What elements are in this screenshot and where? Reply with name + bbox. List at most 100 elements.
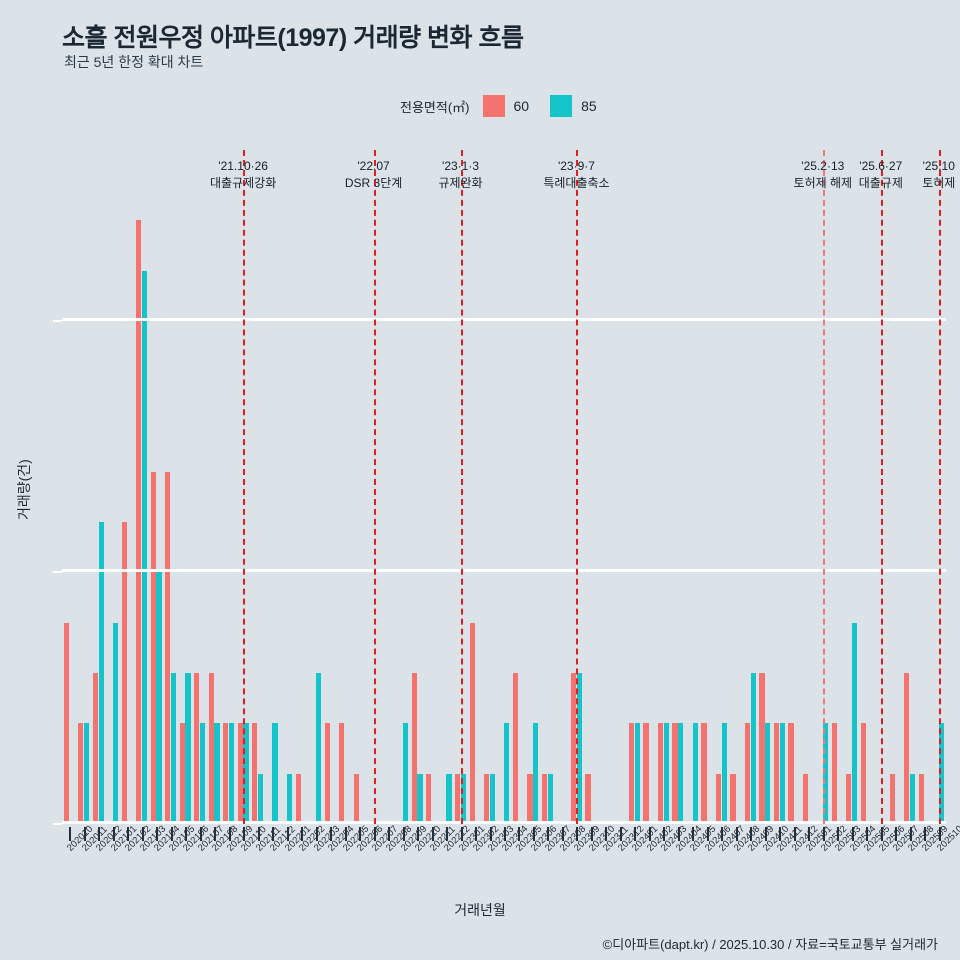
bar-85-202303[interactable] xyxy=(489,773,495,824)
bar-85-202210[interactable] xyxy=(417,773,423,824)
x-tick-202209 xyxy=(402,827,405,841)
gridline-5 xyxy=(62,569,946,573)
bar-85-202103[interactable] xyxy=(142,270,148,824)
bar-85-202301[interactable] xyxy=(460,773,466,824)
bar-85-202212[interactable] xyxy=(446,773,452,824)
x-tick-202411 xyxy=(779,827,782,841)
bar-60-202306[interactable] xyxy=(527,773,533,824)
bar-60-202408[interactable] xyxy=(730,773,736,824)
event-line-4 xyxy=(822,150,825,824)
chart-legend: 전용면적(㎡) 60 85 xyxy=(400,95,609,117)
bar-60-202110[interactable] xyxy=(237,723,243,824)
bar-60-202106[interactable] xyxy=(179,723,185,824)
bar-85-202109[interactable] xyxy=(228,723,235,824)
bar-85-202411[interactable] xyxy=(779,723,785,824)
bar-85-202504[interactable] xyxy=(852,622,858,824)
bar-60-202310[interactable] xyxy=(585,773,591,824)
bar-60-202204[interactable] xyxy=(324,723,330,824)
bar-85-202011[interactable] xyxy=(84,723,90,824)
bar-85-202309[interactable] xyxy=(576,673,582,824)
bar-60-202303[interactable] xyxy=(484,773,490,824)
bar-85-202502[interactable] xyxy=(823,723,829,824)
bar-60-202012[interactable] xyxy=(92,673,98,824)
bar-60-202403[interactable] xyxy=(657,723,664,824)
bar-60-202105[interactable] xyxy=(165,471,171,824)
bar-60-202411[interactable] xyxy=(773,723,780,824)
bar-85-202203[interactable] xyxy=(315,673,322,824)
bar-60-202404[interactable] xyxy=(672,723,678,824)
bar-60-202206[interactable] xyxy=(353,773,359,824)
bar-60-202211[interactable] xyxy=(426,773,432,824)
bar-85-202110[interactable] xyxy=(243,723,249,824)
bar-85-202410[interactable] xyxy=(765,723,771,824)
bar-60-202412[interactable] xyxy=(788,723,794,824)
x-tick-202105 xyxy=(170,827,173,841)
bar-60-202102[interactable] xyxy=(121,522,127,824)
bar-60-202109[interactable] xyxy=(223,723,229,824)
bar-60-202309[interactable] xyxy=(570,673,577,824)
bar-60-202305[interactable] xyxy=(512,673,519,824)
bar-85-202108[interactable] xyxy=(214,723,220,824)
x-tick-202012 xyxy=(98,827,101,841)
x-tick-202503 xyxy=(837,827,840,841)
plot-area xyxy=(62,150,946,824)
bar-85-202306[interactable] xyxy=(533,723,539,824)
event-line-5 xyxy=(880,150,883,824)
bar-60-202410[interactable] xyxy=(759,673,765,824)
bar-85-202209[interactable] xyxy=(402,723,409,824)
x-tick-202205 xyxy=(344,827,347,841)
bar-60-202406[interactable] xyxy=(701,723,707,824)
bar-85-202106[interactable] xyxy=(185,673,191,824)
bar-60-202010[interactable] xyxy=(63,622,69,824)
bar-60-202210[interactable] xyxy=(411,673,417,824)
bar-85-202405[interactable] xyxy=(692,723,698,824)
x-tick-202112 xyxy=(272,827,275,841)
bar-60-202401[interactable] xyxy=(628,723,635,824)
bar-60-202507[interactable] xyxy=(889,773,895,824)
bar-60-202503[interactable] xyxy=(831,723,837,824)
bar-60-202111[interactable] xyxy=(252,723,258,824)
bar-60-202504[interactable] xyxy=(846,773,852,824)
bar-60-202108[interactable] xyxy=(208,673,214,824)
bar-85-202112[interactable] xyxy=(272,723,278,824)
bar-60-202409[interactable] xyxy=(744,723,751,824)
bar-60-202505[interactable] xyxy=(860,723,866,824)
x-tick-202309 xyxy=(576,827,579,841)
bar-85-202407[interactable] xyxy=(721,723,727,824)
bar-60-202104[interactable] xyxy=(150,471,156,824)
y-axis-title: 거래량(건) xyxy=(16,459,32,520)
x-tick-202406 xyxy=(706,827,709,841)
event-date-4: '25.2·13 xyxy=(801,159,845,173)
x-axis-title: 거래년월 xyxy=(454,902,506,918)
bar-60-202402[interactable] xyxy=(643,723,649,824)
bar-85-202401[interactable] xyxy=(634,723,640,824)
bar-60-202107[interactable] xyxy=(194,673,200,824)
bar-60-202301[interactable] xyxy=(455,773,461,824)
bar-60-202508[interactable] xyxy=(904,673,910,824)
bar-85-202201[interactable] xyxy=(286,773,293,824)
bar-60-202202[interactable] xyxy=(295,773,301,824)
bar-60-202307[interactable] xyxy=(541,773,548,824)
bar-85-202104[interactable] xyxy=(156,572,162,824)
bar-60-202103[interactable] xyxy=(136,220,142,824)
x-tick-202109 xyxy=(228,827,231,841)
bar-85-202508[interactable] xyxy=(910,773,916,824)
bar-60-202407[interactable] xyxy=(715,773,722,824)
bar-85-202409[interactable] xyxy=(750,673,756,824)
bar-85-202101[interactable] xyxy=(113,622,119,824)
bar-85-202304[interactable] xyxy=(504,723,510,824)
bar-60-202011[interactable] xyxy=(78,723,84,824)
bar-85-202404[interactable] xyxy=(678,723,684,824)
bar-85-202510[interactable] xyxy=(939,723,945,824)
bar-60-202205[interactable] xyxy=(339,723,345,824)
bar-60-202501[interactable] xyxy=(802,773,808,824)
bar-85-202012[interactable] xyxy=(98,522,104,824)
bar-60-202302[interactable] xyxy=(469,622,475,824)
bar-85-202403[interactable] xyxy=(663,723,669,824)
bar-85-202107[interactable] xyxy=(199,723,206,824)
bar-60-202509[interactable] xyxy=(918,773,924,824)
bar-85-202307[interactable] xyxy=(547,773,553,824)
bar-85-202105[interactable] xyxy=(170,673,177,824)
bar-85-202111[interactable] xyxy=(257,773,264,824)
